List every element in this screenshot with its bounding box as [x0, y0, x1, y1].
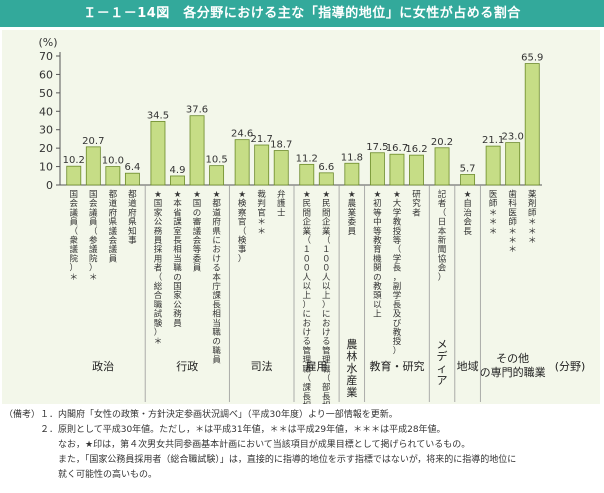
category-label: 医師＊＊＊ — [489, 190, 498, 237]
bar — [369, 152, 385, 186]
y-tick-label: 70 — [39, 50, 53, 63]
note-line: （備考）１．内閣府「女性の政策・方針決定参画状況調べ」（平成30年度）より一部情… — [4, 410, 398, 420]
category-label: 国会議員（衆議院）＊ — [70, 190, 79, 283]
y-tick-label: 50 — [39, 87, 53, 100]
bar — [318, 172, 334, 186]
category-label: 研究者 — [412, 190, 421, 218]
bar-value-label: 17.5 — [366, 142, 388, 153]
category-label: 都道府県知事 — [128, 190, 137, 246]
bar — [124, 172, 140, 186]
bar-value-label: 10.5 — [205, 155, 227, 166]
bar-value-label: 16.7 — [386, 143, 408, 154]
bar — [524, 63, 540, 186]
bar — [189, 115, 205, 186]
y-axis-unit-label: (%) — [38, 36, 57, 49]
bar-value-label: 23.0 — [502, 132, 524, 143]
bar — [460, 174, 476, 186]
category-label: ★検察官（検事） — [238, 190, 247, 264]
bar-value-label: 65.9 — [521, 53, 543, 64]
category-label: ★本省課室長相当職の国家公務員 — [173, 190, 182, 329]
category-label: ★農業委員 — [348, 190, 357, 237]
notes-block: （備考）１．内閣府「女性の政策・方針決定参画状況調べ」（平成30年度）より一部情… — [4, 408, 602, 483]
category-label: 記者（日本新聞協会） — [438, 189, 447, 283]
category-label: ★民間企業（１００人以上）における管理職（部長相当職） — [322, 190, 331, 404]
category-label: 国会議員（参議院）＊ — [89, 190, 98, 283]
bar-value-label: 21.7 — [251, 134, 273, 145]
category-label: ★大学教授等（学長，副学長及び教授） — [393, 190, 402, 356]
category-label: ★初等中等教育機関の教頭以上 — [373, 190, 382, 320]
category-label: ★国家公務員採用者（総合職試験）＊ — [154, 190, 163, 347]
category-label: 薬剤師＊＊＊ — [528, 189, 537, 246]
bar — [273, 150, 289, 186]
x-axis-label: (分野) — [555, 360, 586, 373]
note-line: 就く可能性の高いもの。 — [4, 470, 158, 480]
chart-area: (%) 0 10 20 30 40 50 60 70 10.2 国会議員（衆議院）＊ 20.7 国会議員… — [2, 30, 600, 404]
y-tick-label: 60 — [39, 68, 53, 81]
bar-value-label: 11.2 — [296, 153, 318, 164]
bar — [389, 153, 405, 186]
bar-value-label: 10.2 — [63, 155, 85, 166]
y-tick-label: 30 — [39, 124, 53, 137]
bar — [234, 139, 250, 186]
bar-value-label: 16.2 — [405, 144, 427, 155]
bar-value-label: 11.8 — [341, 152, 363, 163]
bar — [150, 121, 166, 186]
bar-value-label: 34.5 — [147, 110, 169, 121]
note-line: ２．原則として平成30年値。ただし，＊は平成31年値，＊＊は平成29年値，＊＊＊… — [4, 425, 446, 435]
bar — [485, 145, 501, 186]
bar-value-label: 37.6 — [186, 105, 208, 116]
category-label: 都道府県議会議員 — [109, 190, 118, 264]
bar-value-label: 20.7 — [82, 136, 104, 147]
bar — [434, 147, 450, 186]
bar — [105, 166, 121, 186]
y-tick-label: 40 — [39, 105, 53, 118]
bar-value-label: 5.7 — [460, 163, 476, 174]
bar — [344, 162, 360, 186]
bar — [254, 144, 270, 186]
category-label: 裁判官＊＊ — [257, 189, 266, 237]
note-line: また，「国家公務員採用者（総合職試験）」は，直接的に指導的地位を示す指標ではない… — [4, 455, 517, 465]
bar — [299, 163, 315, 186]
group-label: 行政 — [176, 359, 198, 373]
y-tick-label: 0 — [46, 179, 53, 192]
bar-value-label: 4.9 — [170, 165, 186, 176]
bar — [209, 165, 225, 186]
bar-value-label: 10.0 — [102, 156, 124, 167]
group-label: その他の専門的職業 — [480, 352, 546, 379]
bar-chart: (%) 0 10 20 30 40 50 60 70 10.2 国会議員（衆議院）＊ 20.7 国会議員… — [38, 36, 586, 404]
group-label: 司法 — [251, 359, 273, 373]
y-tick-label: 10 — [39, 161, 53, 174]
bar — [66, 165, 82, 186]
y-tick-label: 20 — [39, 142, 53, 155]
bar-value-label: 6.4 — [124, 162, 140, 173]
bar — [170, 175, 185, 186]
note-line: なお，★印は，第４次男女共同参画基本計画において当該項目が成果目標として掲げられ… — [4, 440, 471, 450]
category-label: ★自治会長 — [463, 190, 472, 237]
group-label: 農林水産業 — [346, 337, 357, 399]
category-label: 弁護士 — [277, 189, 286, 218]
bar-value-label: 24.6 — [231, 129, 253, 140]
category-label: ★都道府県における本庁課長相当職の職員 — [212, 190, 221, 366]
group-label: 政治 — [92, 359, 114, 373]
category-label: ★国の審議会等委員 — [193, 190, 202, 274]
group-label: 地域 — [457, 360, 479, 373]
bar-value-label: 18.7 — [270, 140, 292, 151]
category-label: 歯科医師＊＊＊ — [508, 189, 517, 255]
bar-value-label: 20.2 — [431, 137, 453, 148]
group-label: 雇用 — [306, 359, 328, 373]
bar-value-label: 21.1 — [482, 135, 504, 146]
bar — [409, 154, 424, 186]
bar — [505, 142, 521, 186]
group-label: 教育・研究 — [369, 359, 424, 373]
bar-value-label: 6.6 — [318, 162, 334, 173]
figure-title: Ｉ－１－14図 各分野における主な「指導的地位」に女性が占める割合 — [0, 0, 604, 27]
bar — [85, 146, 101, 186]
group-label: メディア — [437, 338, 448, 387]
category-label: ★民間企業（１００人以上）における管理職（課長相当職） — [303, 190, 312, 404]
